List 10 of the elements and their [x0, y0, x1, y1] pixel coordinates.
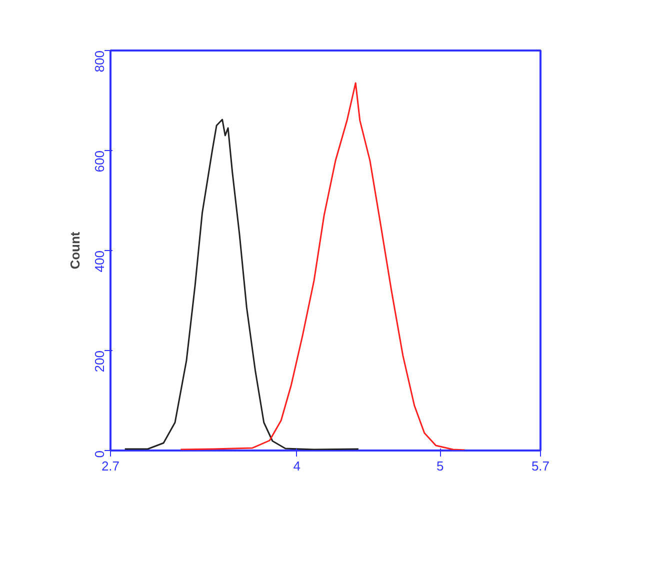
y-tick-label: 200: [92, 350, 107, 372]
x-tick-label: 2.7: [101, 458, 120, 474]
y-tick-label: 0: [92, 450, 107, 458]
x-tick-label: 5.7: [531, 458, 550, 474]
x-tick-label: 4: [293, 458, 300, 474]
y-tick-label: 600: [92, 150, 107, 172]
y-tick-label: 800: [92, 50, 107, 72]
x-tick-label: 5: [436, 458, 444, 474]
y-axis-title: Count: [68, 231, 82, 270]
y-tick-label: 400: [92, 250, 107, 272]
